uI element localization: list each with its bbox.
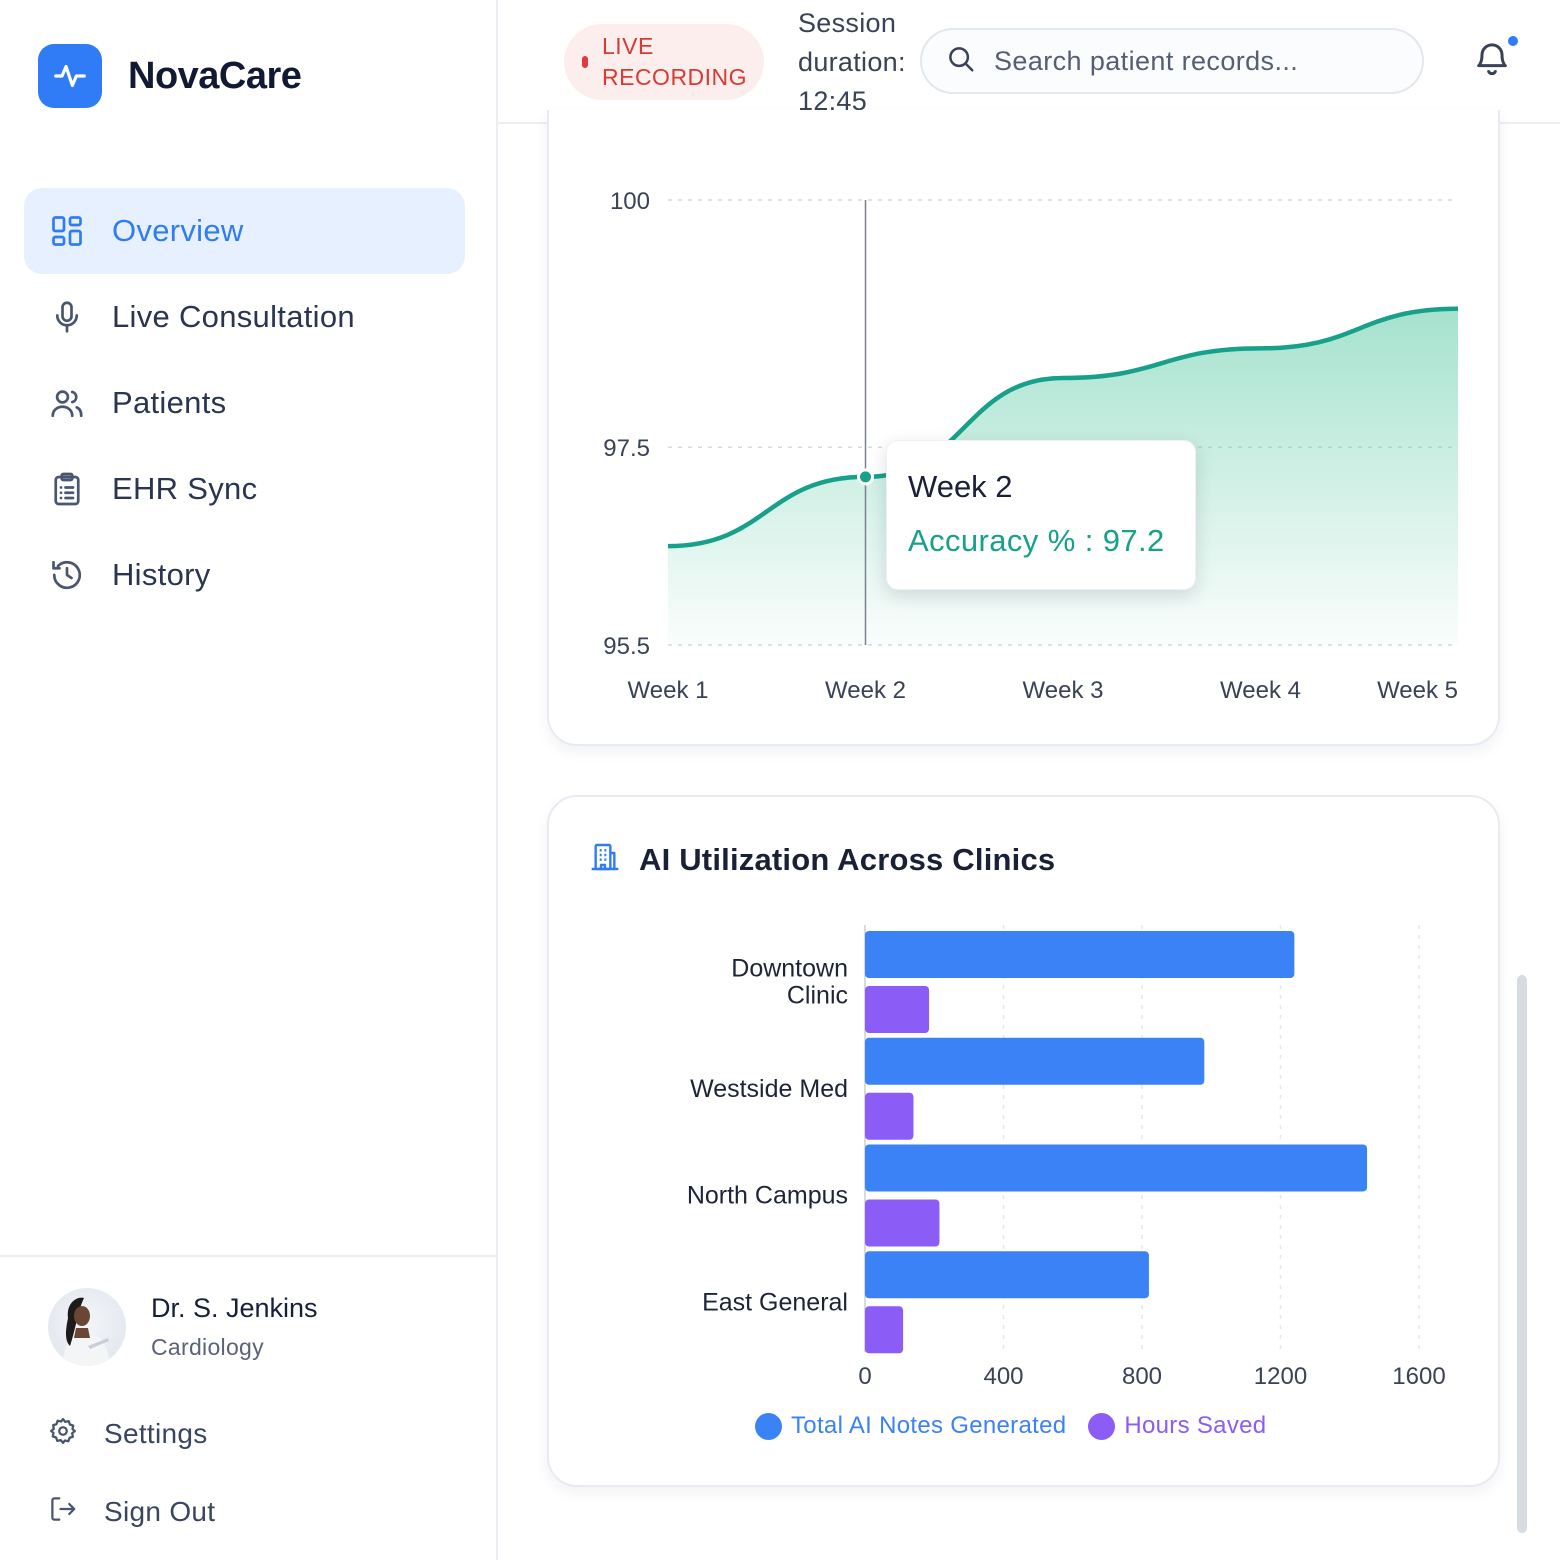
settings-label: Settings bbox=[104, 1417, 208, 1449]
session-label-line2: duration: bbox=[798, 47, 906, 77]
avatar bbox=[48, 1288, 126, 1366]
sidebar-item-history[interactable]: History bbox=[24, 532, 465, 618]
live-recording-text: LIVE RECORDING bbox=[602, 31, 747, 93]
sidebar-divider bbox=[0, 1255, 498, 1257]
session-duration: Session duration: 12:45 bbox=[798, 4, 906, 121]
sign-out-label: Sign Out bbox=[104, 1495, 216, 1527]
sidebar-item-live-consultation[interactable]: Live Consultation bbox=[24, 274, 465, 360]
microphone-icon bbox=[48, 298, 86, 336]
gear-icon bbox=[48, 1416, 78, 1451]
user-profile[interactable]: Dr. S. Jenkins Cardiology bbox=[48, 1288, 318, 1366]
main-scrollbar[interactable] bbox=[1517, 975, 1527, 1533]
brand[interactable]: NovaCare bbox=[38, 44, 302, 108]
sidebar: NovaCare Overview Live Consultation Pati… bbox=[0, 0, 498, 1560]
live-label: LIVE bbox=[602, 33, 654, 59]
legend-label: Total AI Notes Generated bbox=[791, 1412, 1067, 1439]
chart-legend: Total AI Notes Generated Hours Saved bbox=[755, 1412, 1288, 1440]
clipboard-icon bbox=[48, 470, 86, 508]
app-name: NovaCare bbox=[128, 54, 302, 97]
recording-label: RECORDING bbox=[602, 64, 748, 90]
profile-name: Dr. S. Jenkins bbox=[151, 1293, 318, 1323]
live-recording-badge: LIVE RECORDING bbox=[564, 24, 764, 100]
notifications-button[interactable] bbox=[1472, 34, 1520, 84]
bell-icon bbox=[1477, 43, 1507, 76]
tooltip-separator: : bbox=[1084, 523, 1103, 558]
sidebar-item-label: History bbox=[112, 557, 211, 592]
card-title: AI Utilization Across Clinics bbox=[639, 841, 1056, 877]
top-bar: LIVE RECORDING Session duration: 12:45 bbox=[498, 0, 1560, 124]
search-icon bbox=[946, 44, 976, 79]
sidebar-item-label: Overview bbox=[112, 213, 244, 248]
profile-role: Cardiology bbox=[151, 1334, 264, 1360]
tooltip-value: 97.2 bbox=[1102, 523, 1165, 558]
search-input[interactable] bbox=[994, 45, 1414, 77]
sidebar-item-label: EHR Sync bbox=[112, 471, 258, 506]
tooltip-value-row: Accuracy % : 97.2 bbox=[908, 523, 1165, 559]
history-icon bbox=[48, 556, 86, 594]
building-icon bbox=[589, 841, 621, 878]
accuracy-chart-card bbox=[547, 110, 1500, 746]
sidebar-nav: Overview Live Consultation Patients EHR … bbox=[24, 188, 465, 618]
card-header: AI Utilization Across Clinics bbox=[589, 841, 1055, 878]
ai-utilization-card: AI Utilization Across Clinics bbox=[547, 795, 1500, 1487]
users-icon bbox=[48, 384, 86, 422]
sidebar-item-patients[interactable]: Patients bbox=[24, 360, 465, 446]
chart-tooltip: Week 2 Accuracy % : 97.2 bbox=[886, 440, 1196, 590]
legend-label: Hours Saved bbox=[1124, 1412, 1267, 1439]
search-bar[interactable] bbox=[920, 28, 1424, 94]
tooltip-week: Week 2 bbox=[908, 469, 1013, 504]
grid-icon bbox=[48, 212, 86, 250]
legend-swatch bbox=[1088, 1412, 1116, 1440]
sidebar-item-overview[interactable]: Overview bbox=[24, 188, 465, 274]
legend-swatch bbox=[755, 1412, 782, 1440]
legend-item-notes[interactable]: Total AI Notes Generated bbox=[755, 1412, 1066, 1440]
notification-badge bbox=[1506, 34, 1520, 48]
recording-dot-icon bbox=[582, 56, 588, 68]
sign-out-link[interactable]: Sign Out bbox=[48, 1494, 215, 1529]
session-label-line1: Session bbox=[798, 8, 897, 38]
sidebar-item-label: Patients bbox=[112, 385, 227, 420]
sign-out-icon bbox=[48, 1494, 78, 1529]
tooltip-series-name: Accuracy % bbox=[908, 523, 1076, 558]
sidebar-item-ehr-sync[interactable]: EHR Sync bbox=[24, 446, 465, 532]
settings-link[interactable]: Settings bbox=[48, 1416, 208, 1451]
sidebar-item-label: Live Consultation bbox=[112, 299, 355, 334]
legend-item-hours[interactable]: Hours Saved bbox=[1088, 1412, 1266, 1440]
pulse-logo-icon bbox=[38, 44, 102, 108]
